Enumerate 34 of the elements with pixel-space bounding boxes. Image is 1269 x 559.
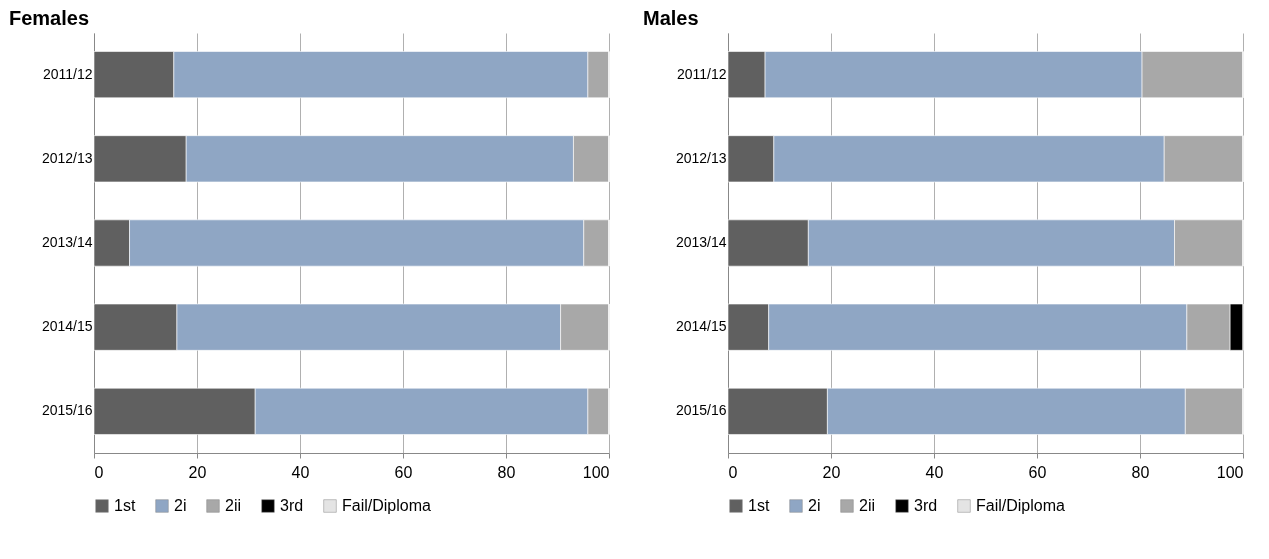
x-tick-label: 80 — [1131, 463, 1150, 481]
y-tick-label: 2014/15 — [675, 318, 727, 335]
chart-title: Males — [643, 7, 699, 29]
y-tick-label: 2012/13 — [41, 149, 93, 166]
y-tick-label: 2012/13 — [675, 149, 727, 166]
x-tick-label: 0 — [728, 463, 738, 481]
x-tick-label: 80 — [497, 463, 516, 481]
x-tick-label: 60 — [1028, 463, 1047, 481]
legend-label: 2ii — [859, 497, 876, 514]
x-tick-label: 60 — [394, 463, 413, 481]
y-tick-label: 2015/16 — [675, 402, 727, 419]
x-tick-label: 100 — [1216, 463, 1244, 481]
y-tick-label: 2013/14 — [41, 234, 93, 250]
y-tick-label: 2013/14 — [675, 234, 727, 250]
y-tick-label: 2011/12 — [42, 65, 93, 82]
x-tick-label: 40 — [291, 463, 310, 481]
legend-label: 3rd — [280, 497, 304, 514]
x-tick-label: 100 — [582, 463, 610, 481]
legend-label: 2i — [174, 497, 187, 514]
x-tick-label: 20 — [822, 463, 841, 481]
x-tick-label: 20 — [188, 463, 207, 481]
legend-label: 1st — [748, 497, 770, 514]
legend-label: 3rd — [914, 497, 938, 514]
legend-label: Fail/Diploma — [976, 497, 1066, 514]
legend-label: 1st — [114, 497, 136, 514]
x-tick-label: 40 — [925, 463, 944, 481]
y-tick-label: 2015/16 — [41, 402, 93, 419]
x-tick-label: 0 — [94, 463, 104, 481]
legend-label: Fail/Diploma — [342, 497, 432, 514]
y-tick-label: 2014/15 — [41, 318, 93, 335]
y-tick-label: 2011/12 — [676, 65, 727, 82]
legend-label: 2i — [808, 497, 821, 514]
legend-label: 2ii — [225, 497, 242, 514]
chart-title: Females — [9, 7, 90, 29]
